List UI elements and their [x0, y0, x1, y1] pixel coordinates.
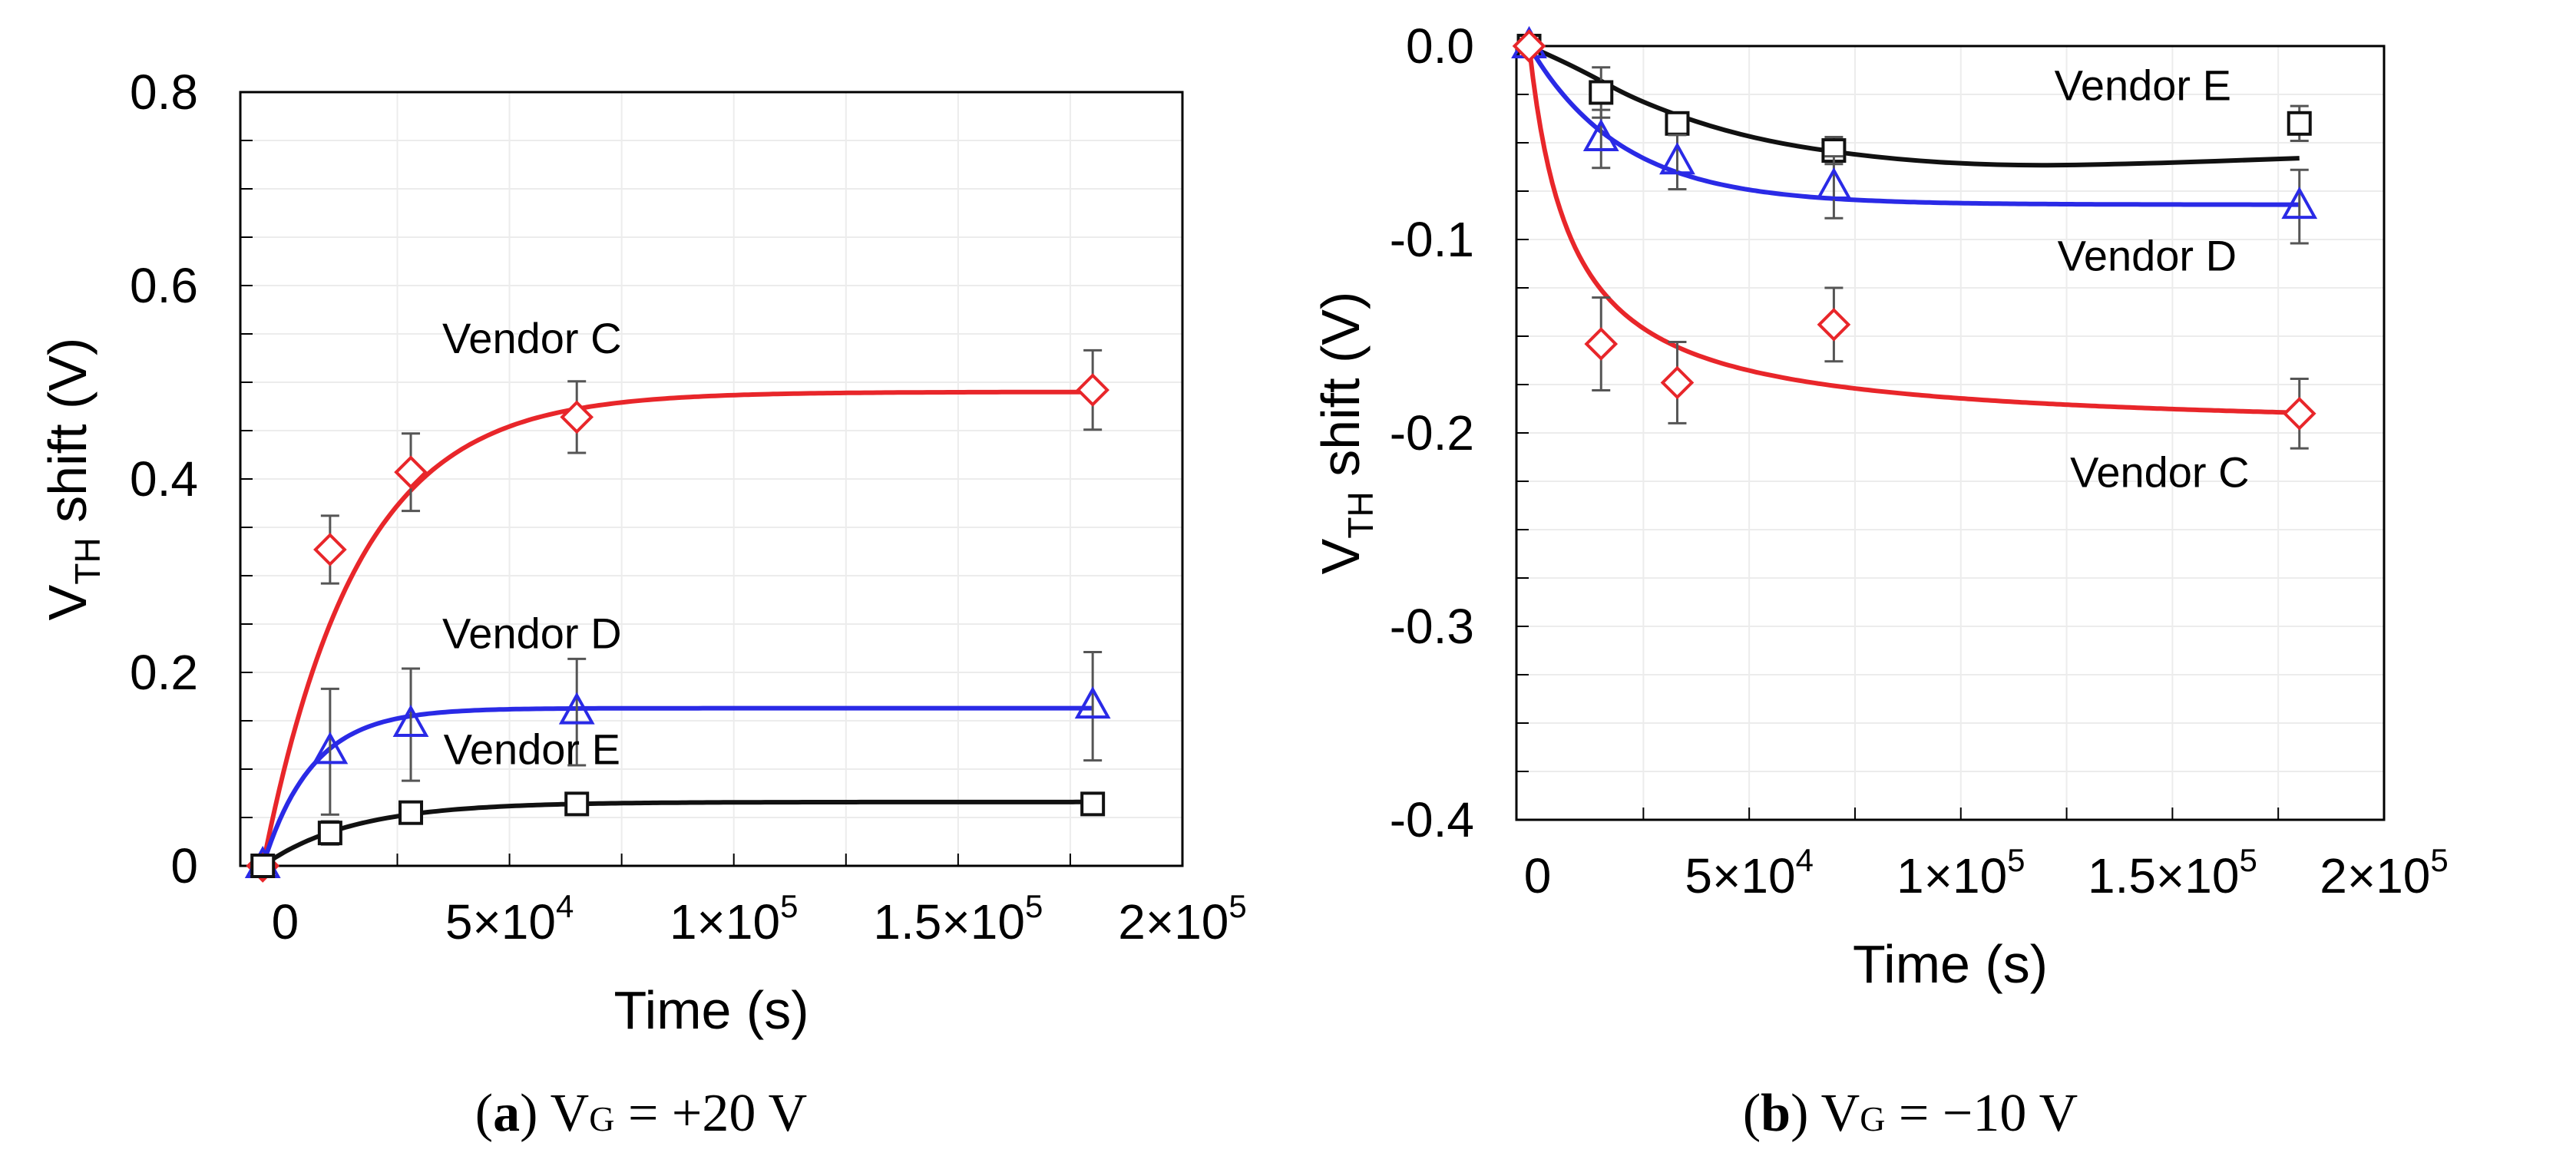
vendor-d-point — [392, 704, 429, 738]
series-vendor-c: Vendor C — [1512, 29, 2316, 497]
vendor-d-point — [2281, 187, 2318, 220]
vendor-d-fit-line — [260, 705, 1093, 867]
x-tick-label: 1.5×105 — [873, 888, 1043, 950]
panel-a: 0 0.2 0.4 0.6 0.8 0 5×104 1×105 1.5×105 2×105 Time… — [38, 64, 1247, 1143]
vendor-e-point — [1080, 791, 1106, 817]
series-vendor-d: Vendor D — [1511, 25, 2318, 279]
vendor-e-point — [250, 854, 276, 878]
vendor-e-fit-line — [1528, 44, 2300, 168]
y-axis-title: VTH shift (V) — [1311, 292, 1381, 575]
vendor-d-label: Vendor D — [442, 609, 622, 658]
panel-caption: (a) VG = +20 V — [475, 1084, 807, 1143]
vendor-d-point — [1074, 685, 1111, 719]
vendor-d-point — [1659, 142, 1695, 175]
x-axis-title: Time (s) — [613, 980, 809, 1040]
panel-caption: (b) VG = −10 V — [1743, 1084, 2078, 1143]
vendor-d-point — [1582, 118, 1619, 151]
x-tick-label: 1×105 — [670, 888, 799, 950]
vendor-e-label: Vendor E — [2055, 61, 2231, 110]
x-tick-label: 1×105 — [1896, 842, 2025, 903]
y-axis-title: VTH shift (V) — [38, 338, 107, 621]
series-vendor-e: Vendor E — [250, 725, 1106, 878]
x-tick-label: 0 — [1524, 848, 1552, 903]
vendor-c-fit-line — [1526, 45, 2300, 415]
x-tick-label: 5×104 — [445, 888, 574, 950]
vendor-c-label: Vendor C — [442, 314, 622, 362]
y-tick-label: 0.0 — [1406, 18, 1474, 74]
vendor-e-point — [317, 821, 342, 846]
vendor-e-fit-line — [261, 799, 1093, 868]
vendor-d-point — [312, 732, 349, 765]
x-tick-label: 5×104 — [1685, 842, 1814, 903]
y-tick-label: -0.3 — [1390, 599, 1474, 654]
y-tick-label: 0 — [170, 838, 198, 893]
vendor-e-label: Vendor E — [444, 725, 620, 774]
series-vendor-c: Vendor C — [246, 314, 1109, 883]
vendor-c-point — [1584, 327, 1619, 361]
x-tick-label: 2×105 — [2320, 842, 2449, 903]
y-tick-label: -0.4 — [1390, 792, 1474, 847]
y-tick-label: 0.8 — [130, 64, 198, 120]
vendor-e-point — [564, 791, 590, 817]
y-tick-label: -0.2 — [1390, 405, 1474, 461]
series-vendor-e: Vendor E — [1516, 34, 2312, 168]
vendor-c-point — [394, 455, 428, 490]
y-tick-label: -0.1 — [1390, 212, 1474, 267]
vendor-e-point — [1665, 111, 1690, 136]
y-tick-label: 0.2 — [130, 645, 198, 700]
x-tick-label: 0 — [272, 894, 299, 950]
x-tick-label: 1.5×105 — [2088, 842, 2257, 903]
vendor-c-fit-line — [260, 389, 1093, 867]
grid — [1516, 46, 2384, 820]
y-tick-label: 0.4 — [130, 451, 198, 507]
vendor-c-point — [560, 400, 594, 434]
vendor-e-point — [398, 800, 424, 825]
vendor-c-point — [313, 533, 347, 566]
vendor-c-point — [2282, 396, 2316, 431]
series-vendor-d: Vendor D — [244, 609, 1111, 878]
vendor-c-label: Vendor C — [2070, 448, 2250, 497]
grid — [240, 92, 1182, 866]
vendor-c-point — [1660, 365, 1695, 400]
x-tick-label: 2×105 — [1118, 888, 1247, 950]
vendor-d-fit-line — [1526, 45, 2300, 207]
panel-b: 0.0 -0.1 -0.2 -0.3 -0.4 0 5×104 1×105 1.5×105 2×1… — [1311, 18, 2449, 1143]
y-tick-label: 0.6 — [130, 258, 198, 313]
x-axis-title: Time (s) — [1853, 934, 2048, 994]
vendor-c-point — [1076, 373, 1109, 407]
vendor-d-label: Vendor D — [2058, 231, 2237, 279]
vendor-e-point — [2287, 111, 2312, 136]
vendor-c-point — [1817, 308, 1851, 342]
vendor-d-point — [1816, 167, 1852, 200]
vendor-d-point — [558, 692, 595, 725]
vendor-e-point — [1589, 80, 1614, 105]
vendor-c-point — [1512, 29, 1546, 63]
